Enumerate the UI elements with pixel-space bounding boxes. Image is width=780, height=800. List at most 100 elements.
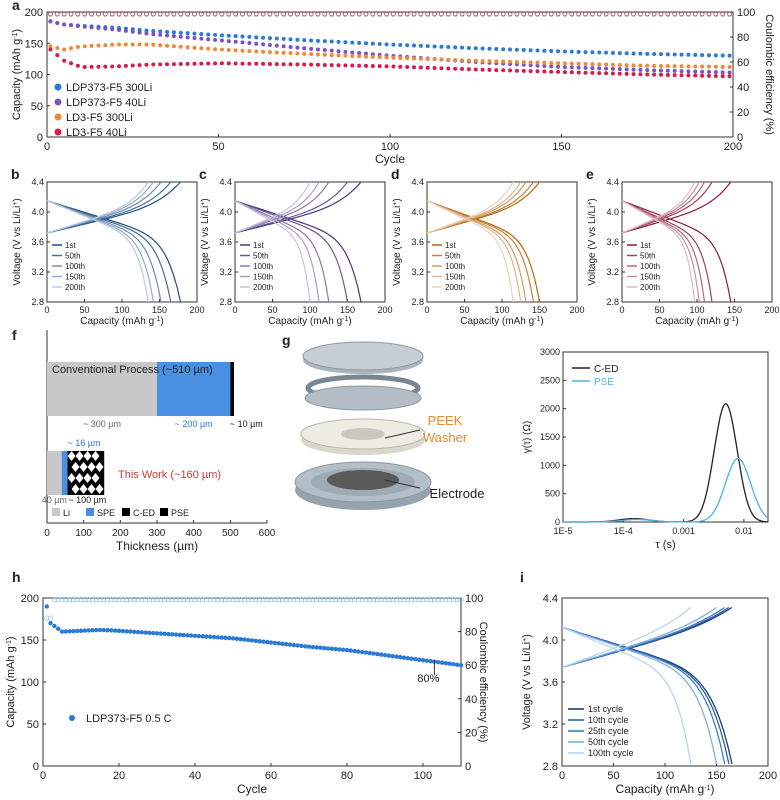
data-point [693,73,698,78]
x-tick-label: 40 [189,770,201,782]
data-point [658,63,663,68]
ce-point [101,597,107,603]
x-tick-label: 0 [44,528,50,539]
data-point [189,633,194,638]
legend-label: 100th cycle [588,748,634,758]
ce-point [452,11,458,17]
y2-tick-label: 60 [465,660,477,672]
data-point [370,41,375,46]
data-point [233,39,238,44]
data-point [48,621,53,626]
data-point [165,29,170,34]
ce-point [274,11,280,17]
data-point [295,45,300,50]
ce-point [86,597,92,603]
data-point [528,69,533,74]
bar-segment [157,362,231,416]
data-point [213,37,218,42]
y-axis-label: Capacity (mAh g-1) [5,636,17,727]
data-point [672,73,677,78]
data-point [652,72,657,77]
data-point [162,631,167,636]
ce-point [240,11,245,17]
ce-point [466,11,472,17]
legend-label: 100th [65,262,85,271]
data-point [549,49,554,53]
ce-point [329,11,334,17]
ce-point [638,11,643,17]
discharge-curve [621,200,732,303]
data-point [363,63,368,68]
data-point [204,634,209,639]
data-point [357,54,362,59]
y2-tick-label: 80 [465,627,477,639]
top-cap-face [302,341,424,371]
ce-point [295,11,300,17]
ce-point [184,597,190,603]
y-tick-label: 3.2 [606,267,619,277]
data-point [185,633,190,638]
ce-point [75,11,81,17]
legend-label: 200th [445,283,465,292]
ce-point [165,597,171,603]
y-tick-label: 200 [21,593,39,605]
y2-tick-label: 20 [737,107,749,119]
data-point [727,74,732,79]
data-point [132,629,137,634]
pattern-diamond [87,484,96,494]
ce-point [89,11,94,17]
x-axis-label: Thickness (µm) [116,539,198,553]
data-point [390,653,395,659]
data-point [154,631,160,636]
data-point [238,636,243,642]
data-point [679,69,684,74]
ce-point [308,11,314,17]
data-point [96,64,101,69]
data-point [165,43,170,48]
ce-point [329,597,335,603]
annotation-label: 80% [417,673,439,685]
data-point [424,658,429,663]
bar-title: Conventional Process (~510 µm) [52,364,213,376]
ce-point [720,11,726,17]
ce-point [157,11,163,17]
x-axis-label: Capacity (mAh g-1) [616,782,715,796]
ce-point [137,11,142,17]
data-point [443,660,448,666]
y-tick-label: 2.8 [219,297,232,307]
data-point [128,629,133,634]
legend-label: 1st [253,241,264,250]
ce-point [378,597,384,603]
legend-label: 150th [445,273,465,282]
data-point [357,63,362,68]
y2-tick-label: 20 [465,727,477,739]
ce-point [401,597,407,603]
washer-pointer [384,429,421,439]
ce-point [63,597,69,603]
data-point [165,33,170,38]
data-point [487,67,492,72]
ce-point [215,597,221,603]
data-point [672,52,677,57]
data-point [267,50,272,55]
data-point [110,42,115,47]
data-point [604,66,609,71]
data-point [322,39,327,44]
data-point [720,53,725,58]
charge-curve [46,181,149,234]
data-point [178,30,183,35]
ce-point [230,597,236,603]
x-tick-label: 20 [113,770,125,782]
data-point [165,62,170,67]
data-point [295,51,300,56]
data-point [420,657,426,663]
data-point [254,41,259,46]
ce-point [143,597,149,603]
ce-point [181,597,187,603]
ce-point [562,11,568,17]
y-axis-label: Capacity (mAh g-1) [11,29,23,120]
ce-point [139,597,145,603]
legend-label: 200th [65,283,85,292]
data-point [405,65,410,69]
data-point [417,657,422,662]
